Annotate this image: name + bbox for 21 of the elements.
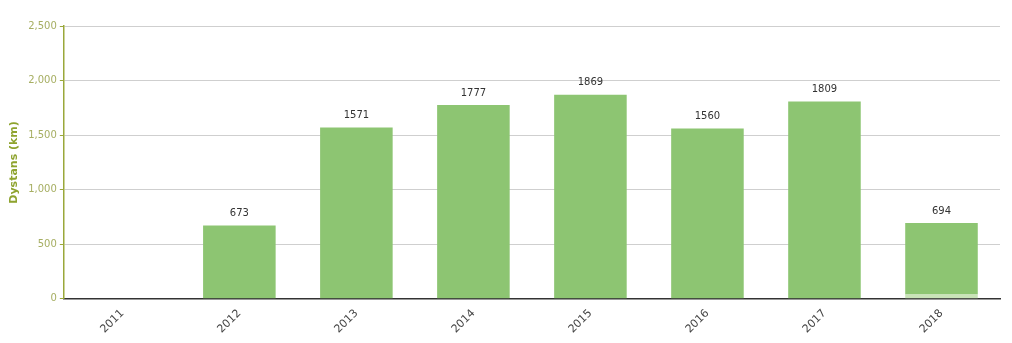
total-label: 1809 [811, 83, 838, 95]
total-label: 1560 [694, 110, 721, 122]
y-axis-title: Dystans (km) [7, 121, 21, 204]
y-tick-label: 1,500 [28, 128, 57, 140]
bar [788, 101, 861, 299]
bar [437, 104, 510, 299]
y-tick-label: 2,000 [28, 74, 57, 86]
bar [671, 128, 744, 299]
y-tick-label: 1,000 [28, 183, 57, 195]
total-label: 1571 [343, 108, 370, 120]
total-label: 673 [229, 207, 249, 219]
y-tick-label: 2,500 [28, 19, 57, 31]
y-tick-label: 500 [37, 237, 57, 249]
bar [203, 225, 276, 299]
bar [320, 127, 393, 299]
bar [554, 94, 627, 299]
bar [905, 223, 978, 295]
total-label: 1869 [577, 76, 604, 88]
total-label: 1777 [460, 86, 487, 98]
total-label: 694 [931, 204, 952, 216]
y-tick-label: 0 [50, 292, 57, 304]
